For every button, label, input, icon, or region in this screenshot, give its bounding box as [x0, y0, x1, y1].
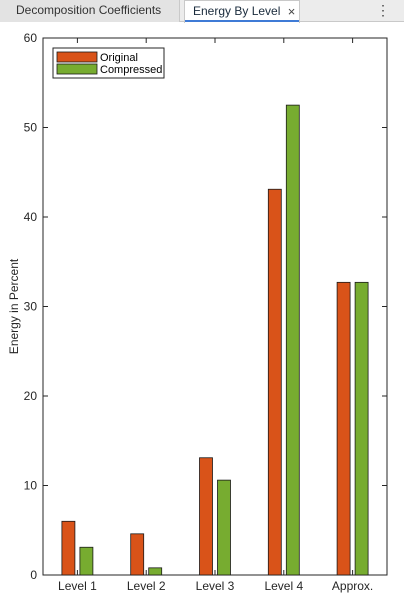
legend-swatch-original: [56, 51, 98, 63]
tab-energy-by-level[interactable]: Energy By Level ×: [184, 0, 300, 23]
bar-original-level-2: [130, 533, 145, 576]
bar-compressed-level-4: [285, 104, 300, 576]
bar-original-level-1: [61, 520, 76, 576]
bar-compressed-level-2: [148, 567, 163, 576]
legend-swatch-compressed: [56, 63, 98, 75]
bar-original-level-4: [267, 188, 282, 576]
x-tick-label: Approx.: [332, 579, 373, 593]
bar-compressed-approx: [354, 281, 369, 576]
y-tick-label: 10: [24, 479, 38, 493]
close-icon[interactable]: ×: [287, 4, 296, 19]
tab-bar: Decomposition Coefficients Energy By Lev…: [0, 0, 404, 23]
x-tick-label: Level 1: [58, 579, 97, 593]
y-axis-label: Energy in Percent: [7, 258, 21, 354]
energy-bar-chart: 0 10 20 30 40 50 60 Level 1 Level 2 Level 3 Level …: [7, 31, 388, 593]
x-tick-label: Level 2: [127, 579, 166, 593]
bar-compressed-level-3: [217, 479, 231, 576]
y-tick-label: 60: [24, 31, 38, 45]
bar-compressed-level-1: [79, 546, 94, 576]
tab-decomposition-coefficients[interactable]: Decomposition Coefficients: [0, 0, 180, 22]
more-options-icon[interactable]: ⋮: [376, 2, 390, 18]
tab-label: Energy By Level: [193, 4, 281, 18]
y-tick-label: 0: [30, 568, 37, 582]
tab-label: Decomposition Coefficients: [16, 3, 162, 17]
bar-original-approx: [336, 281, 351, 576]
x-tick-label: Level 3: [196, 579, 235, 593]
plot-box: [42, 37, 388, 576]
legend-label-original: Original: [100, 52, 138, 64]
bar-original-level-3: [199, 457, 213, 576]
y-tick-label: 30: [24, 300, 38, 314]
legend-label-compressed: Compressed: [100, 64, 162, 76]
y-tick-label: 50: [24, 121, 38, 135]
chart-area: 0 10 20 30 40 50 60 Level 1 Level 2 Level 3 Level …: [0, 22, 404, 604]
y-tick-label: 40: [24, 210, 38, 224]
y-tick-label: 20: [24, 389, 38, 403]
x-tick-label: Level 4: [264, 579, 303, 593]
